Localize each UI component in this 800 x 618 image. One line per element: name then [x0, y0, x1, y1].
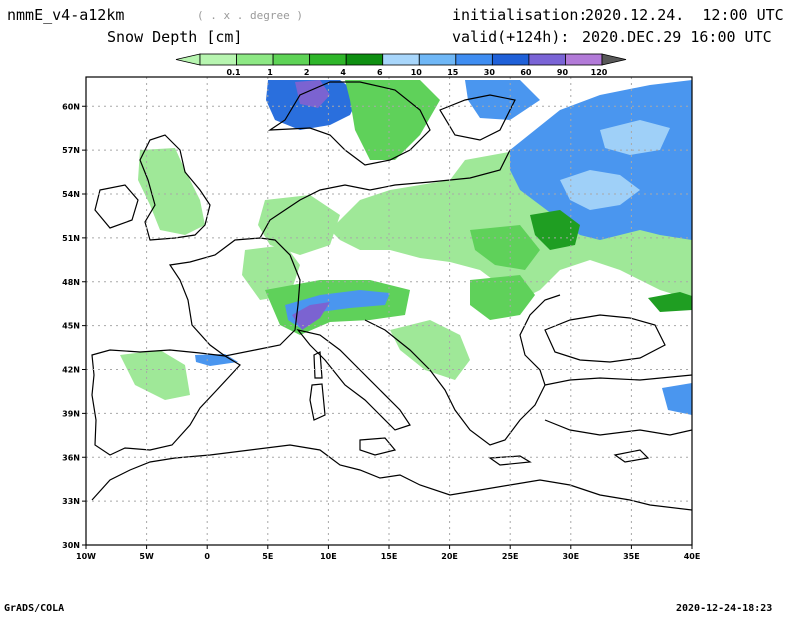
colorbar: 0.1 1 2 4 6 10 15 30 60 90 120 [175, 53, 627, 77]
lon-label: 0 [204, 552, 210, 561]
coast-sardinia [309, 383, 326, 421]
snow-ukraine-dark-green [648, 292, 692, 312]
snow-finland-blue [465, 80, 540, 120]
coast-scandinavia [267, 81, 431, 166]
coast-cyprus [613, 449, 650, 463]
coast-uk [139, 134, 211, 241]
lon-label: 15E [381, 552, 398, 561]
coast-sicily [359, 437, 397, 456]
coast-ireland [94, 184, 139, 229]
coast-finland [439, 94, 516, 141]
model-name: nmmE_v4-a12km [7, 6, 125, 24]
lat-label: 54N [62, 190, 80, 199]
lat-label: 60N [62, 102, 80, 111]
lon-label: 30E [562, 552, 579, 561]
coast-balkans [364, 294, 561, 446]
colorbar-tick-label: 90 [557, 68, 569, 77]
coast-north-africa [91, 444, 692, 511]
snow-russia-light-blue [560, 170, 640, 210]
coast-italy [296, 329, 411, 431]
lon-label: 35E [623, 552, 640, 561]
snow-uk-green [138, 148, 205, 235]
lat-label: 39N [62, 409, 80, 418]
map-axes: 60N 57N 54N 51N 48N 45N 42N 39N 36N 33N 30N 10W 5W 0 5… [62, 102, 700, 561]
snow-field-layer [120, 80, 692, 415]
coast-black-sea [544, 314, 666, 363]
init-label: initialisation: [452, 6, 588, 24]
lon-label: 25E [502, 552, 519, 561]
colorbar-tick-label: 30 [484, 68, 496, 77]
footer-software: GrADS/COLA [4, 603, 65, 614]
lat-label: 57N [62, 146, 80, 155]
valid-label: valid(+124h): [452, 28, 570, 46]
lat-label: 45N [62, 322, 80, 331]
snow-poland-green [470, 225, 540, 270]
colorbar-tick-label: 1 [267, 68, 273, 77]
lat-label: 42N [62, 366, 80, 375]
lon-label: 5W [139, 552, 154, 561]
snow-carpathians-green [470, 275, 535, 320]
snow-turkey-blue [662, 383, 692, 415]
snow-france-green [242, 245, 300, 300]
lon-label: 10E [320, 552, 337, 561]
snow-germany-green [258, 195, 340, 255]
snow-norway-purple [295, 80, 330, 108]
lon-label: 10W [76, 552, 96, 561]
valid-value: 2020.DEC.29 16:00 UTC [582, 28, 772, 46]
snow-russia-blue [510, 80, 692, 240]
coast-france [168, 237, 301, 357]
projection-label: ( . x . degree ) [197, 9, 303, 22]
lat-label: 30N [62, 541, 80, 550]
colorbar-tick-label: 6 [377, 68, 383, 77]
coast-north-sea [259, 149, 511, 239]
lon-label: 5E [262, 552, 273, 561]
init-value: 2020.12.24. 12:00 UTC [585, 6, 784, 24]
graticule [86, 77, 692, 545]
colorbar-tick-label: 10 [411, 68, 423, 77]
snow-belarus-dark-green [530, 210, 580, 250]
variable-title: Snow Depth [cm] [107, 28, 243, 46]
snow-russia-light-blue-2 [600, 120, 670, 155]
lat-label: 33N [62, 497, 80, 506]
footer-timestamp: 2020-12-24-18:23 [676, 603, 773, 614]
coast-iberia [91, 349, 241, 456]
snow-spain-green [120, 350, 190, 400]
snow-alps-purple [292, 302, 330, 330]
coast-turkey [544, 374, 692, 436]
colorbar-tick-label: 15 [447, 68, 459, 77]
colorbar-high-triangle [601, 53, 627, 66]
lat-label: 51N [62, 234, 80, 243]
colorbar-tick-label: 4 [340, 68, 346, 77]
snow-sweden-green [345, 80, 440, 160]
colorbar-tick-label: 60 [520, 68, 532, 77]
lon-label: 40E [684, 552, 701, 561]
lat-label: 36N [62, 453, 80, 462]
lon-label: 20E [441, 552, 458, 561]
colorbar-tick-label: 2 [304, 68, 310, 77]
colorbar-tick-label: 120 [591, 68, 608, 77]
lat-label: 48N [62, 278, 80, 287]
coastline-layer [91, 81, 692, 511]
colorbar-tick-label: 0.1 [226, 68, 241, 77]
coast-corsica [313, 351, 323, 379]
